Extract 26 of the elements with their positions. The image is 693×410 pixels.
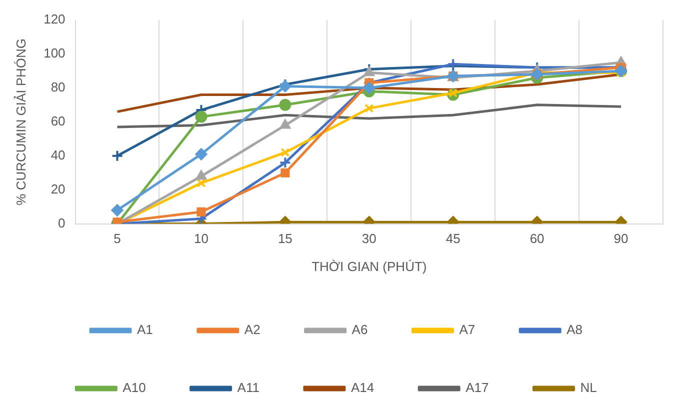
legend-label: A17 <box>466 380 489 396</box>
legend-label: A11 <box>237 380 260 396</box>
legend-label: A7 <box>459 322 476 338</box>
y-tick-label: 120 <box>44 12 66 27</box>
x-tick-label: 5 <box>114 231 121 246</box>
x-tick-label: 90 <box>614 231 628 246</box>
legend-label: A8 <box>566 322 583 338</box>
legend-label: NL <box>580 380 597 396</box>
y-tick-label: 80 <box>50 80 66 95</box>
legend-label: A6 <box>352 322 368 338</box>
legend-label: A1 <box>137 322 153 338</box>
y-tick-label: 60 <box>50 113 66 128</box>
legend-label: A14 <box>350 380 374 396</box>
y-tick-label: 40 <box>50 147 66 162</box>
x-tick-label: 45 <box>446 231 460 246</box>
y-tick-label: 100 <box>44 46 66 61</box>
x-tick-label: 60 <box>530 231 544 246</box>
x-axis-title: THỜI GIAN (PHÚT) <box>312 258 427 274</box>
x-tick-label: 30 <box>362 231 376 246</box>
x-tick-label: 10 <box>194 231 208 246</box>
y-tick-label: 0 <box>58 215 66 230</box>
y-axis-title: % CURCUMIN GIẢI PHÓNG <box>13 38 28 206</box>
legend-label: A2 <box>244 322 260 338</box>
x-tick-label: 15 <box>278 231 292 246</box>
legend-label: A10 <box>122 380 146 396</box>
y-tick-label: 20 <box>50 181 66 196</box>
